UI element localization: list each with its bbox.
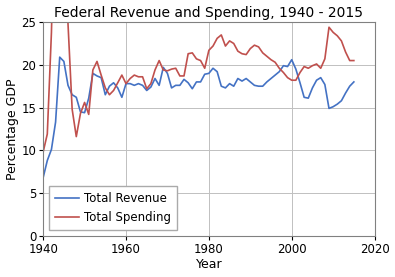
Legend: Total Revenue, Total Spending: Total Revenue, Total Spending — [49, 186, 177, 230]
Total Revenue — [41, 176, 45, 179]
Y-axis label: Percentage GDP: Percentage GDP — [6, 78, 19, 180]
Title: Federal Revenue and Spending, 1940 - 2015: Federal Revenue and Spending, 1940 - 201… — [55, 6, 363, 20]
Line: Total Revenue: Total Revenue — [43, 57, 354, 178]
X-axis label: Year: Year — [196, 258, 222, 271]
Total Spending — [293, 79, 298, 82]
Total Spending — [152, 68, 157, 72]
Total Spending — [252, 43, 257, 47]
Total Spending — [207, 49, 211, 52]
Total Spending — [41, 150, 45, 154]
Total Revenue — [293, 67, 298, 71]
Total Spending — [74, 135, 79, 138]
Total Revenue — [57, 55, 62, 59]
Line: Total Spending: Total Spending — [43, 0, 354, 152]
Total Revenue — [152, 77, 157, 80]
Total Revenue — [207, 72, 211, 75]
Total Spending — [244, 53, 248, 56]
Total Revenue — [252, 84, 257, 87]
Total Revenue — [352, 80, 356, 84]
Total Revenue — [244, 77, 248, 80]
Total Revenue — [74, 96, 79, 99]
Total Spending — [352, 59, 356, 62]
